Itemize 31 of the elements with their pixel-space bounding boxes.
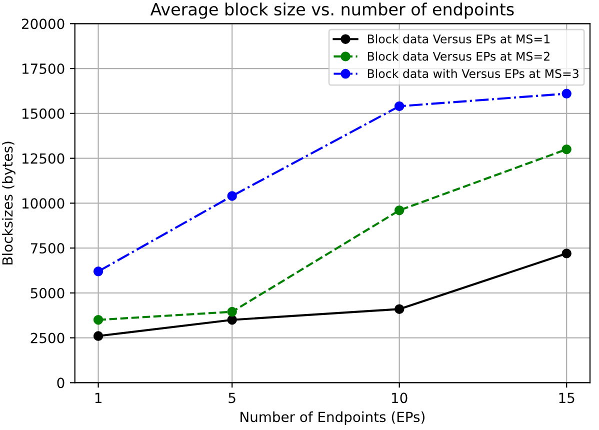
y-axis-title: Blocksizes (bytes) (2, 142, 16, 264)
point (227, 306, 237, 317)
y-tick-label: 10000 (22, 198, 64, 209)
y-tick-label: 7500 (30, 243, 64, 254)
y-tick-label: 15000 (22, 108, 64, 119)
y-tick-label: 0 (57, 378, 64, 388)
x-tick-label: 1 (95, 392, 102, 403)
point (93, 331, 104, 341)
legend-label: Block data Versus EPs at MS=1 (368, 34, 550, 44)
point (394, 304, 404, 314)
x-tick-label: 10 (392, 392, 408, 404)
x-axis-title: Number of Endpoints (EPs) (240, 411, 424, 425)
legend-label: Block data Versus EPs at MS=2 (368, 52, 550, 61)
x-tick-label: 5 (228, 392, 236, 404)
point (93, 315, 104, 325)
legend-label: Block data with Versus EPs at MS=3 (368, 68, 578, 78)
y-tick-label: 12500 (22, 153, 64, 164)
y-tick-label: 17500 (22, 64, 64, 74)
y-tick-label: 2500 (30, 332, 64, 344)
point (562, 144, 572, 154)
point (394, 205, 404, 216)
chart-title: Average block size vs. number of endpoints (150, 2, 514, 19)
y-tick-label: 20000 (22, 18, 64, 30)
point (227, 191, 237, 201)
point (562, 248, 572, 258)
point (93, 266, 104, 276)
x-tick-label: 15 (559, 392, 574, 404)
point (562, 88, 572, 99)
y-tick-label: 5000 (30, 288, 64, 298)
point (227, 315, 237, 325)
point (394, 101, 404, 112)
